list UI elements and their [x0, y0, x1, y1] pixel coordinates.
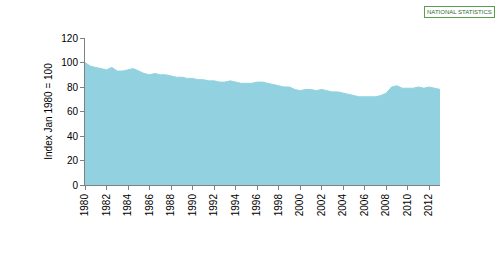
svg-text:2000: 2000 — [294, 194, 305, 217]
svg-text:2004: 2004 — [337, 194, 348, 217]
svg-text:2010: 2010 — [402, 194, 413, 217]
svg-text:2006: 2006 — [359, 194, 370, 217]
svg-text:1988: 1988 — [165, 194, 176, 217]
svg-text:2002: 2002 — [316, 194, 327, 217]
svg-text:1994: 1994 — [230, 194, 241, 217]
svg-text:Index Jan 1980 = 100: Index Jan 1980 = 100 — [43, 63, 54, 160]
svg-text:1982: 1982 — [101, 194, 112, 217]
svg-text:0: 0 — [72, 180, 78, 191]
svg-text:2008: 2008 — [380, 194, 391, 217]
svg-text:2012: 2012 — [423, 194, 434, 217]
svg-text:100: 100 — [61, 57, 78, 68]
svg-text:1996: 1996 — [251, 194, 262, 217]
svg-text:1986: 1986 — [144, 194, 155, 217]
svg-text:80: 80 — [67, 82, 79, 93]
svg-text:1980: 1980 — [79, 194, 90, 217]
svg-text:NATIONAL STATISTICS: NATIONAL STATISTICS — [427, 9, 492, 15]
svg-text:1984: 1984 — [122, 194, 133, 217]
svg-text:1990: 1990 — [187, 194, 198, 217]
svg-text:120: 120 — [61, 33, 78, 44]
svg-text:1998: 1998 — [273, 194, 284, 217]
svg-text:20: 20 — [67, 155, 79, 166]
svg-text:40: 40 — [67, 131, 79, 142]
svg-text:60: 60 — [67, 106, 79, 117]
svg-text:1992: 1992 — [208, 194, 219, 217]
